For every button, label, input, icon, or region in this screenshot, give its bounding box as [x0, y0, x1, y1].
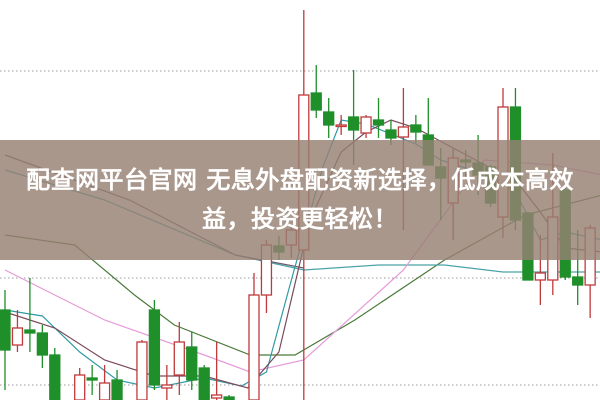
candle-body — [148, 309, 161, 386]
candle-body — [98, 382, 111, 400]
candle-body — [335, 124, 347, 128]
candle-body — [198, 367, 210, 400]
candle-body — [74, 374, 86, 400]
candle — [136, 340, 148, 400]
headline-line-1: 配查网平台官网 无息外盘配资新选择，低成本高效 — [26, 166, 574, 194]
candle-body — [397, 126, 410, 138]
candle — [210, 342, 223, 400]
candle-body — [534, 272, 546, 281]
candle-body — [360, 116, 372, 134]
candle-body — [186, 346, 198, 381]
candle — [86, 365, 98, 395]
candle — [248, 273, 260, 400]
candle-body — [410, 124, 422, 133]
candle-body — [347, 116, 360, 131]
candle — [335, 115, 347, 135]
candle — [372, 98, 385, 138]
candle — [148, 300, 161, 390]
candle — [186, 332, 198, 390]
candle — [198, 365, 210, 400]
candle — [310, 65, 322, 118]
candle-body — [36, 332, 48, 356]
candle-body — [572, 276, 584, 286]
candle — [0, 290, 11, 390]
candle-body — [11, 327, 24, 346]
candle — [173, 322, 185, 395]
candle — [11, 310, 24, 352]
candle — [24, 278, 36, 352]
candle-body — [136, 341, 148, 400]
candle-body — [223, 396, 235, 400]
candle — [161, 365, 173, 400]
candle-body — [248, 294, 260, 400]
candle — [323, 98, 335, 138]
candle-body — [111, 379, 123, 400]
candle-body — [24, 329, 36, 334]
candle — [223, 395, 235, 400]
candle-body — [323, 111, 335, 126]
candle — [98, 365, 111, 400]
candle-body — [86, 377, 98, 381]
candle-body — [173, 341, 185, 376]
candle — [360, 115, 372, 138]
candle — [74, 368, 86, 400]
headline-banner: 配查网平台官网 无息外盘配资新选择，低成本高效 益，投资更轻松！ — [0, 140, 600, 260]
candle-body — [310, 92, 322, 111]
candle — [49, 348, 61, 400]
candle-body — [372, 119, 385, 126]
candle-body — [385, 129, 397, 139]
candle-body — [161, 384, 173, 389]
candle-body — [0, 309, 11, 351]
candle-body — [210, 394, 223, 399]
candle — [111, 370, 123, 400]
candle-body — [49, 354, 61, 400]
candle — [410, 115, 422, 143]
candle — [36, 325, 48, 368]
headline-line-2: 益，投资更轻松！ — [202, 205, 398, 233]
